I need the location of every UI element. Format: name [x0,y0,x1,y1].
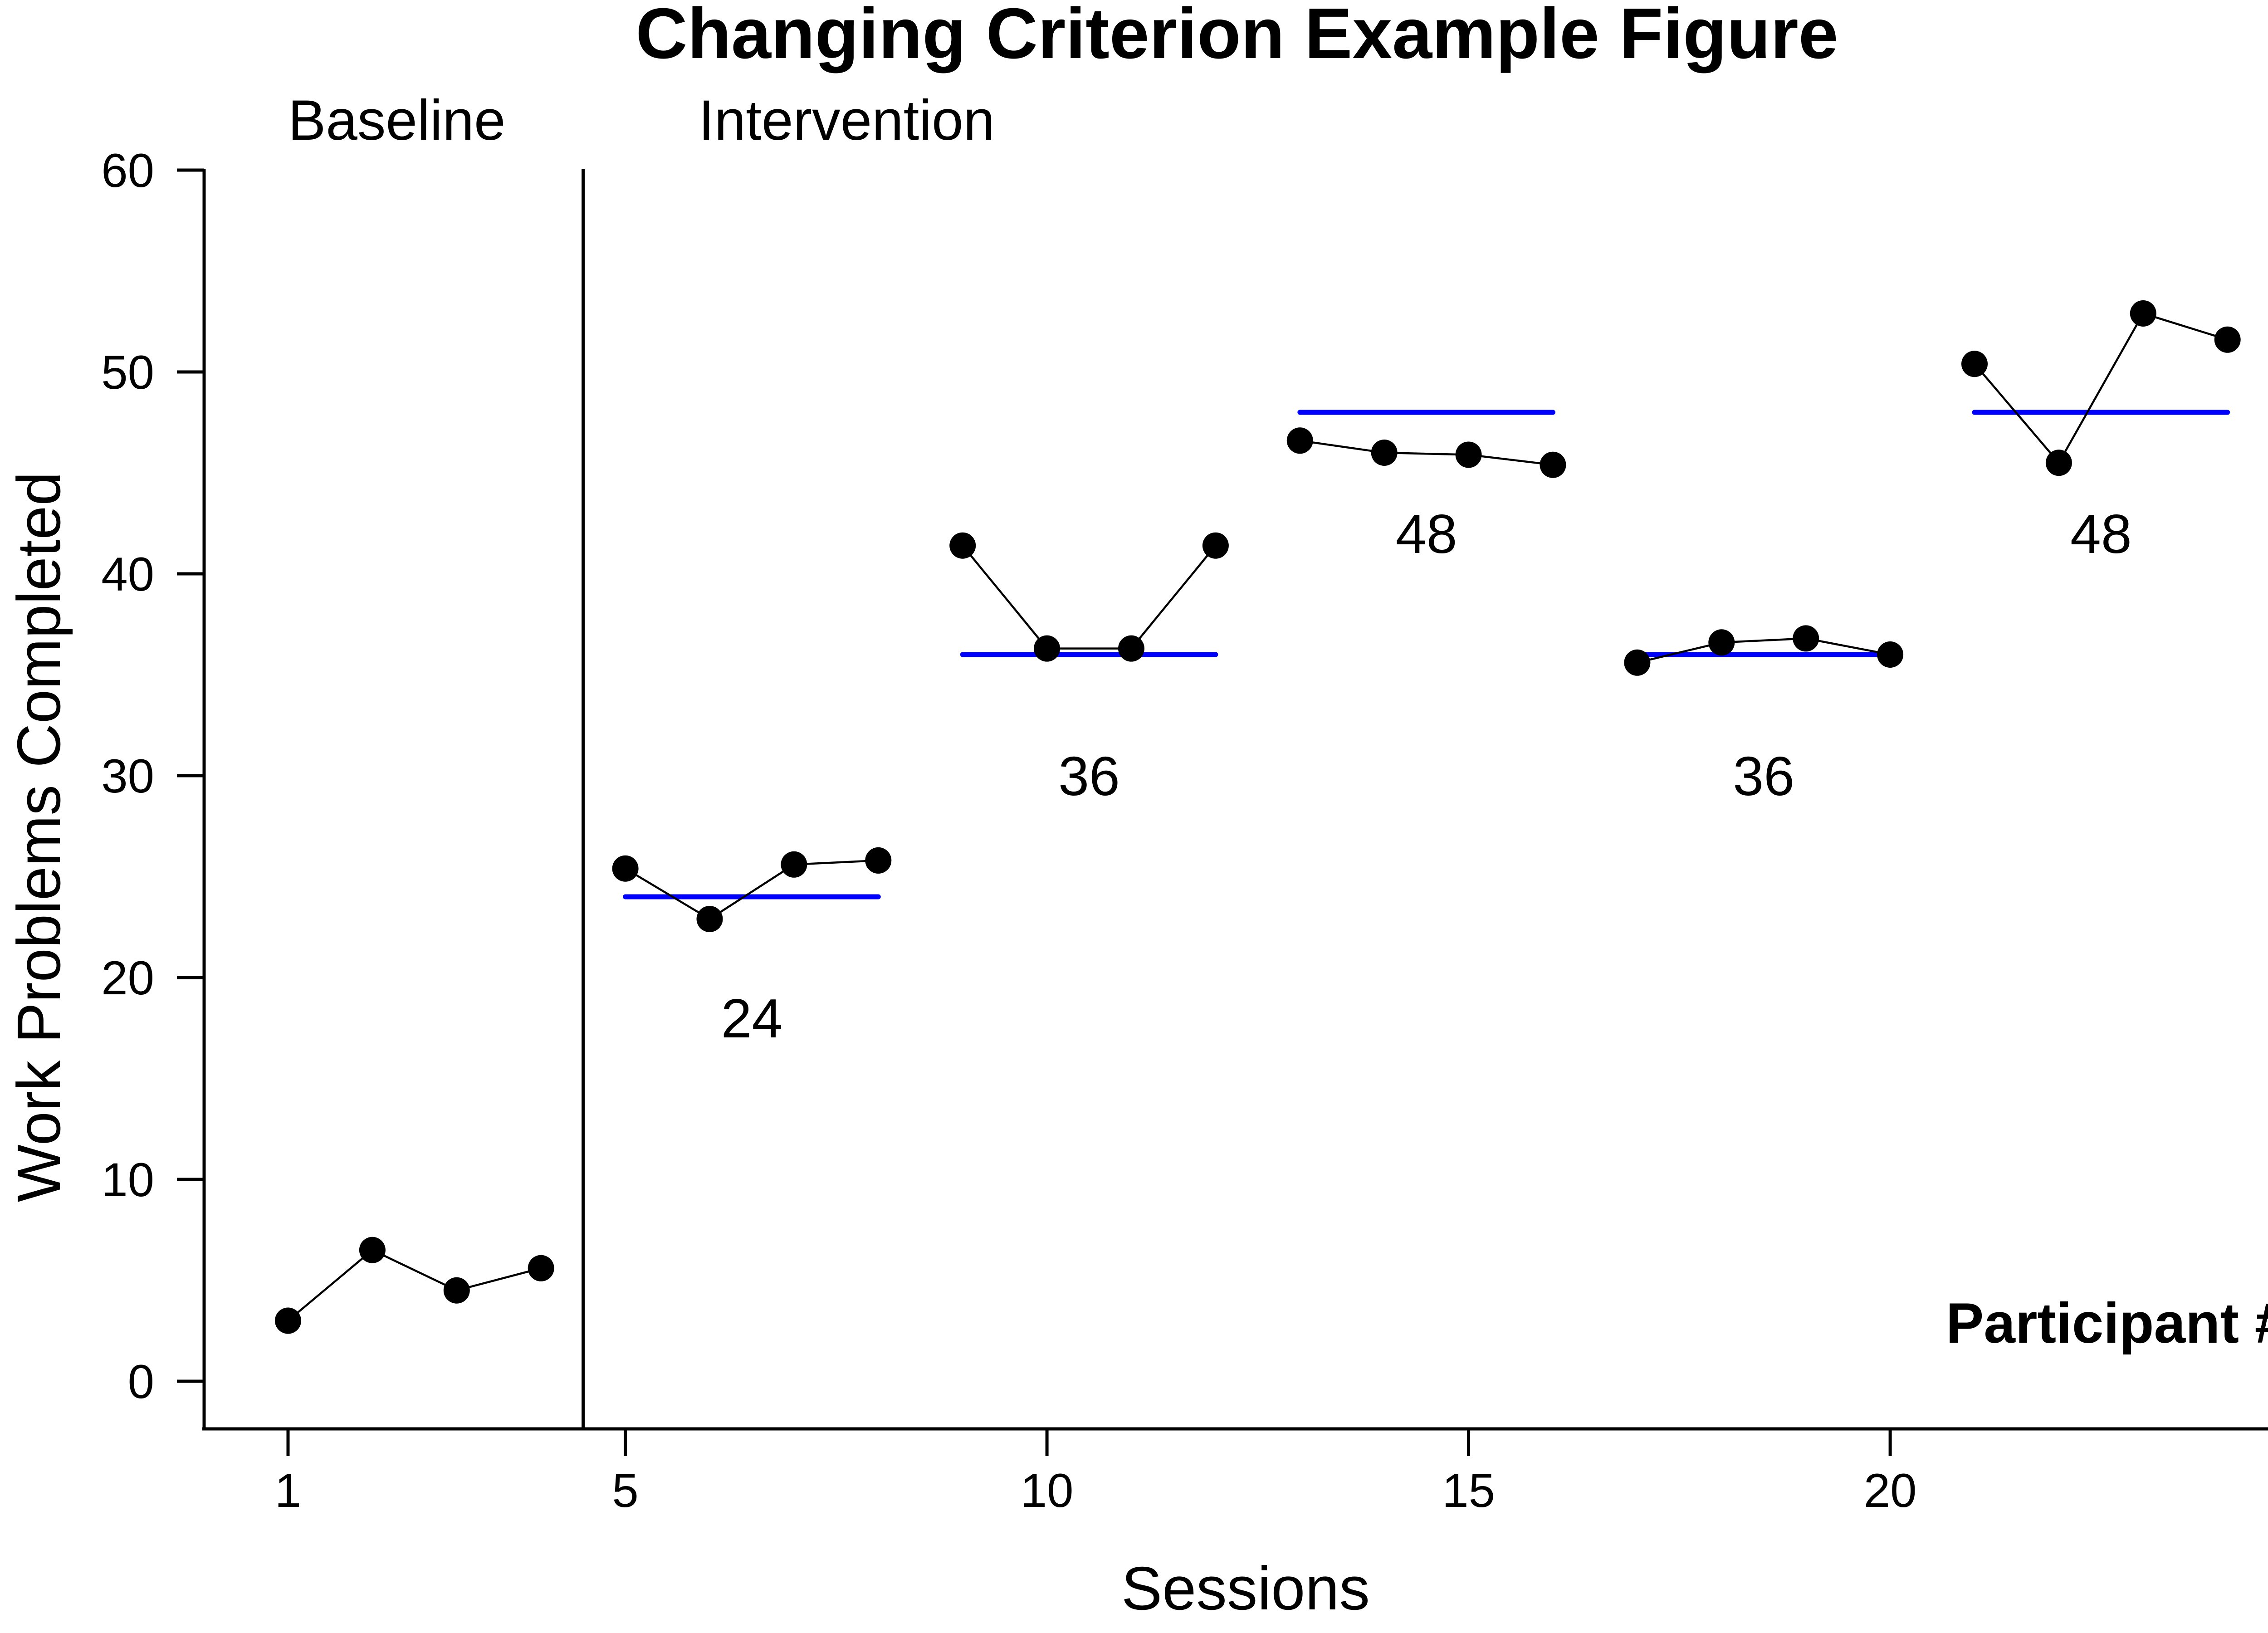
criterion-value-label: 24 [721,988,783,1049]
y-tick-label: 40 [101,548,154,601]
data-point-session-22 [2045,450,2072,476]
data-line-intervention-2 [962,545,1217,650]
data-point-session-4 [528,1255,554,1281]
data-line-intervention-4 [1637,637,1891,664]
data-point-session-16 [1540,451,1566,478]
data-point-session-24 [2214,326,2241,353]
y-tick-label: 10 [101,1154,154,1207]
data-series-layer [275,300,2241,1334]
data-point-session-1 [275,1307,301,1334]
data-point-session-5 [612,855,639,882]
baseline-phase-label: Baseline [288,89,506,152]
data-point-session-23 [2130,300,2156,327]
data-point-session-13 [1286,427,1313,454]
y-tick-label: 60 [101,144,154,197]
data-point-session-7 [781,851,807,878]
data-point-session-11 [1118,635,1144,662]
criterion-value-label: 36 [1733,745,1794,807]
data-point-session-2 [359,1237,386,1263]
x-tick-label: 5 [612,1464,638,1517]
data-point-session-17 [1624,649,1651,676]
data-point-session-15 [1455,441,1482,468]
data-line-baseline [287,1249,542,1322]
criterion-value-label: 36 [1058,745,1120,807]
y-tick-label: 20 [101,952,154,1005]
criterion-value-label: 48 [1396,503,1457,565]
data-line-intervention-3 [1300,440,1553,466]
x-axis-title: Sessions [1121,1554,1370,1623]
data-point-session-12 [1202,532,1229,559]
x-tick-label: 1 [275,1464,301,1517]
criterion-lines-layer: 24 36 48 36 48 [623,410,2230,1049]
x-tick-label: 15 [1442,1464,1495,1517]
x-tick-label: 20 [1864,1464,1917,1517]
data-point-session-10 [1034,635,1061,662]
data-point-session-9 [949,532,976,559]
data-point-session-6 [696,905,723,932]
intervention-phase-label: Intervention [699,89,995,152]
data-point-session-3 [443,1277,470,1304]
x-tick-label: 10 [1021,1464,1074,1517]
data-point-session-18 [1708,629,1735,656]
data-point-session-14 [1371,440,1398,466]
participant-label: Participant #1 [1946,1292,2268,1355]
axes-layer: 01020304050601510152025 [101,144,2268,1517]
data-line-intervention-5 [1974,312,2228,465]
y-axis-title: Work Problems Completed [5,472,73,1203]
y-tick-label: 30 [101,750,154,803]
data-point-session-21 [1961,351,1988,377]
y-tick-label: 50 [101,346,154,399]
data-line-intervention-1 [625,859,879,920]
chart-title: Changing Criterion Example Figure [635,0,1838,73]
data-point-session-19 [1793,625,1819,652]
data-point-session-20 [1877,641,1904,668]
y-tick-label: 0 [128,1355,154,1408]
data-point-session-8 [865,847,892,874]
criterion-value-label: 48 [2070,503,2132,565]
